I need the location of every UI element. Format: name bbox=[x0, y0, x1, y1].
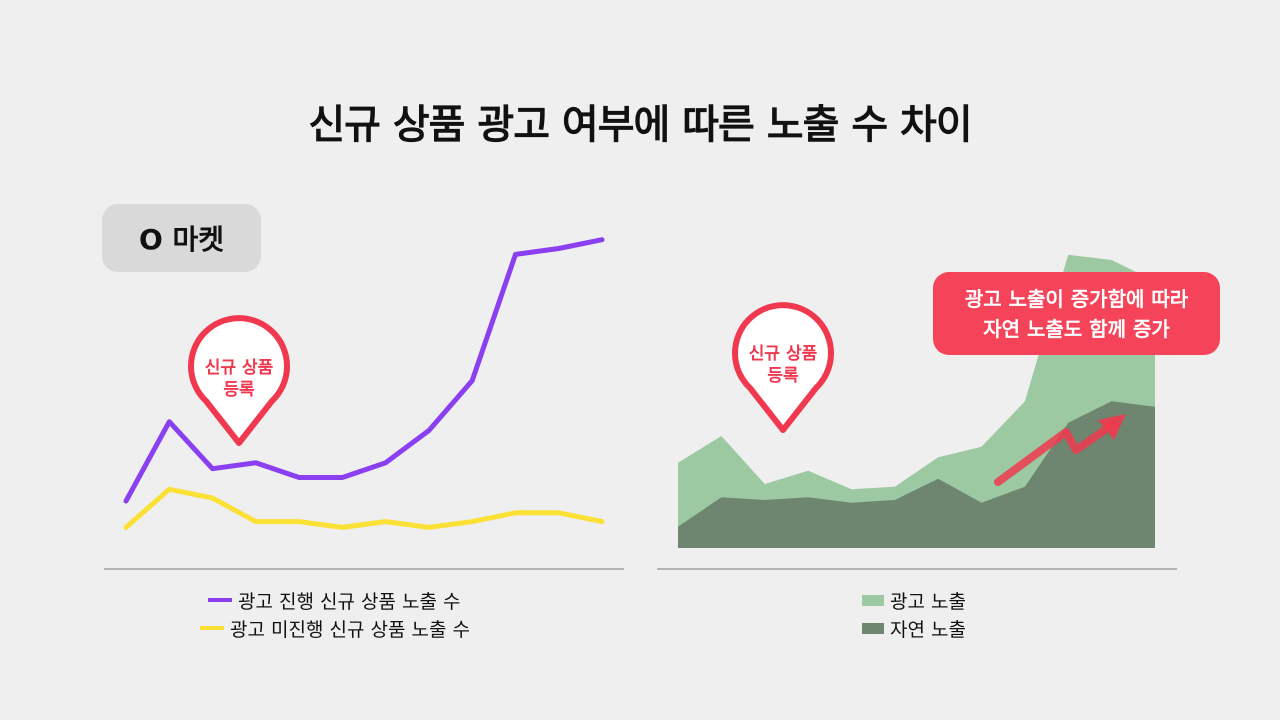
left-line-chart bbox=[104, 237, 624, 570]
chart-title: 신규 상품 광고 여부에 따른 노출 수 차이 bbox=[308, 102, 972, 148]
right-area-chart bbox=[657, 254, 1177, 570]
callout-line2: 자연 노출도 함께 증가 bbox=[983, 316, 1170, 341]
legend-swatch-dark-green bbox=[862, 622, 884, 634]
trend-arrow-icon bbox=[994, 414, 1126, 486]
legend-item-noad: 광고 미진행 신규 상품 노출 수 bbox=[200, 614, 470, 642]
legend-swatch-light-green bbox=[862, 594, 884, 606]
left-legend-2: 광고 미진행 신규 상품 노출 수 bbox=[200, 614, 470, 642]
pin-label-right-line2: 등록 bbox=[767, 366, 799, 386]
line-series-0 bbox=[123, 237, 605, 504]
legend-swatch-yellow bbox=[200, 626, 224, 630]
left-legend: 광고 진행 신규 상품 노출 수 bbox=[208, 586, 460, 614]
pin-label-left: 신규 상품 등록 bbox=[184, 357, 294, 401]
legend-label-noad: 광고 미진행 신규 상품 노출 수 bbox=[230, 618, 470, 641]
right-legend: 광고 노출 자연 노출 bbox=[862, 586, 966, 642]
callout-line1: 광고 노출이 증가함에 따라 bbox=[964, 286, 1189, 311]
pin-label-left-line1: 신규 상품 bbox=[204, 358, 274, 378]
pin-label-right: 신규 상품 등록 bbox=[728, 343, 838, 387]
legend-label-ad-exposure: 광고 노출 bbox=[890, 590, 966, 613]
legend-swatch-purple bbox=[208, 598, 232, 602]
pin-marker-right bbox=[732, 302, 834, 433]
legend-item-ad-exposure: 광고 노출 bbox=[862, 586, 966, 614]
legend-item-ad: 광고 진행 신규 상품 노출 수 bbox=[208, 586, 460, 614]
area-series-1 bbox=[678, 401, 1155, 548]
pin-label-left-line2: 등록 bbox=[223, 380, 255, 400]
insight-callout: 광고 노출이 증가함에 따라 자연 노출도 함께 증가 bbox=[933, 272, 1220, 355]
legend-label-organic-exposure: 자연 노출 bbox=[890, 618, 966, 641]
market-badge: O 마켓 bbox=[102, 204, 261, 272]
line-series-1 bbox=[123, 486, 605, 530]
pin-marker-left bbox=[188, 315, 290, 446]
legend-item-organic-exposure: 자연 노출 bbox=[862, 614, 966, 642]
pin-label-right-line1: 신규 상품 bbox=[748, 344, 818, 364]
legend-label-ad: 광고 진행 신규 상품 노출 수 bbox=[238, 590, 461, 613]
